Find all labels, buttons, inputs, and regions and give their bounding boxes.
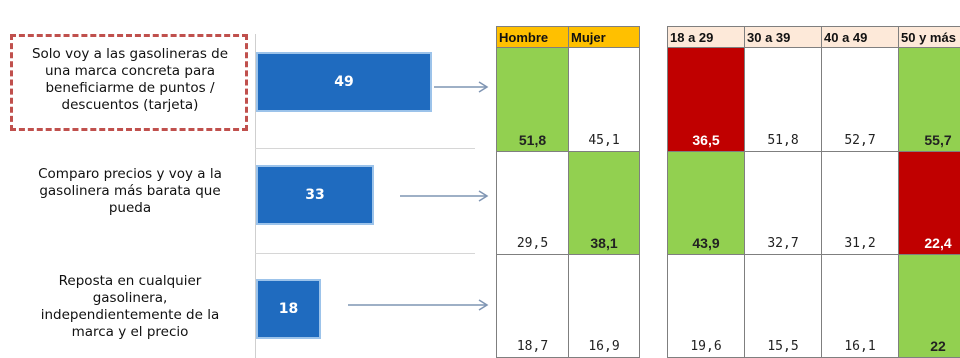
age-cell: 51,8 bbox=[744, 47, 822, 152]
gender-header-hombre: Hombre bbox=[496, 26, 569, 48]
bar-2: 18 bbox=[256, 279, 321, 339]
category-label-0-line-0: Solo voy a las gasolineras de bbox=[31, 46, 229, 62]
age-cell: 16,1 bbox=[821, 254, 899, 358]
category-label-2-line-0: Reposta en cualquier bbox=[58, 273, 202, 289]
gender-cell: 16,9 bbox=[568, 254, 640, 358]
age-header-50-plus: 50 y más bbox=[898, 26, 960, 48]
category-label-1-line-2: pueda bbox=[108, 200, 152, 216]
gender-cell: 18,7 bbox=[496, 254, 569, 358]
category-label-0-line-1: una marca concreta para bbox=[44, 63, 216, 79]
category-label-1-line-1: gasolinera más barata que bbox=[39, 183, 221, 199]
gender-header-row: Hombre Mujer bbox=[496, 26, 640, 48]
gender-row-1: 29,5 38,1 bbox=[496, 151, 640, 255]
age-row-0: 36,5 51,8 52,7 55,7 bbox=[667, 47, 960, 152]
bar-1-value-label: 33 bbox=[305, 187, 325, 203]
gender-header-mujer: Mujer bbox=[568, 26, 640, 48]
age-cell: 55,7 bbox=[898, 47, 960, 152]
arrow-right-icon bbox=[400, 190, 489, 202]
age-row-2: 19,6 15,5 16,1 22 bbox=[667, 254, 960, 358]
category-label-1: Comparo precios y voy a la gasolinera má… bbox=[14, 166, 246, 217]
age-header-row: 18 a 29 30 a 39 40 a 49 50 y más bbox=[667, 26, 960, 48]
age-row-1: 43,9 32,7 31,2 22,4 bbox=[667, 151, 960, 255]
age-header-40-49: 40 a 49 bbox=[821, 26, 899, 48]
arrow-right-icon bbox=[434, 81, 489, 93]
category-label-2-line-3: marca y el precio bbox=[71, 324, 189, 340]
gender-row-0: 51,8 45,1 bbox=[496, 47, 640, 152]
category-label-0: Solo voy a las gasolineras de una marca … bbox=[14, 46, 246, 114]
age-cell: 52,7 bbox=[821, 47, 899, 152]
gender-cell: 38,1 bbox=[568, 151, 640, 255]
category-label-1-line-0: Comparo precios y voy a la bbox=[38, 166, 222, 182]
age-cell: 22,4 bbox=[898, 151, 960, 255]
category-label-2: Reposta en cualquier gasolinera, indepen… bbox=[14, 273, 246, 341]
gender-cell: 29,5 bbox=[496, 151, 569, 255]
age-cell: 31,2 bbox=[821, 151, 899, 255]
age-cell: 19,6 bbox=[667, 254, 745, 358]
age-header-18-29: 18 a 29 bbox=[667, 26, 745, 48]
arrow-right-icon bbox=[348, 299, 489, 311]
category-label-2-line-2: independientemente de la bbox=[40, 307, 220, 323]
gender-cell: 51,8 bbox=[496, 47, 569, 152]
bar-1: 33 bbox=[256, 165, 374, 225]
bar-2-value-label: 18 bbox=[278, 301, 299, 317]
category-label-2-line-1: gasolinera, bbox=[92, 290, 168, 306]
age-header-30-39: 30 a 39 bbox=[744, 26, 822, 48]
age-cell: 36,5 bbox=[667, 47, 745, 152]
gender-row-2: 18,7 16,9 bbox=[496, 254, 640, 358]
age-table: 18 a 29 30 a 39 40 a 49 50 y más 36,5 51… bbox=[667, 26, 960, 358]
age-cell: 32,7 bbox=[744, 151, 822, 255]
age-cell: 22 bbox=[898, 254, 960, 358]
gender-table: Hombre Mujer 51,8 45,1 29,5 38,1 18,7 16… bbox=[496, 26, 640, 358]
bar-0: 49 bbox=[256, 52, 432, 112]
age-cell: 43,9 bbox=[667, 151, 745, 255]
row-separator-1 bbox=[255, 148, 475, 149]
category-axis bbox=[255, 34, 256, 358]
gender-cell: 45,1 bbox=[568, 47, 640, 152]
age-cell: 15,5 bbox=[744, 254, 822, 358]
bar-0-value-label: 49 bbox=[334, 74, 354, 90]
category-label-0-line-2: beneficiarme de puntos / bbox=[45, 80, 215, 96]
highlight-callout-box bbox=[10, 34, 248, 131]
row-separator-2 bbox=[255, 253, 475, 254]
category-label-0-line-3: descuentos (tarjeta) bbox=[61, 97, 199, 113]
